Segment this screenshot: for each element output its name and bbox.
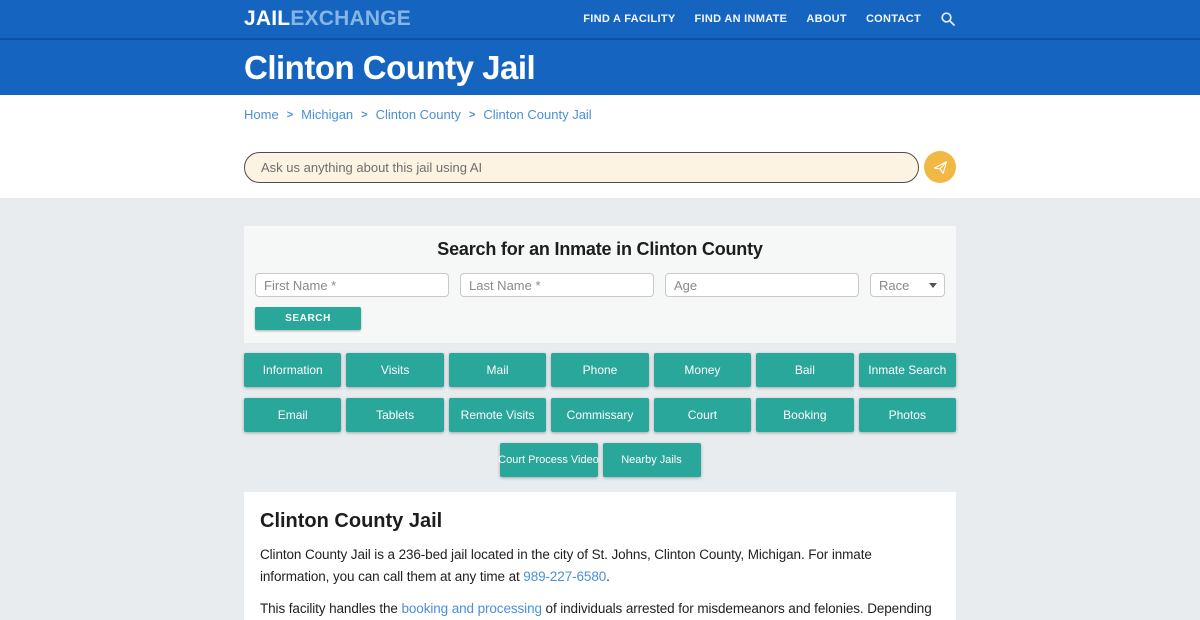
nav-find-a-facility[interactable]: FIND A FACILITY bbox=[583, 13, 676, 25]
quick-link-bail[interactable]: Bail bbox=[756, 353, 854, 387]
chevron-right-icon: > bbox=[361, 108, 368, 121]
last-name-input[interactable] bbox=[460, 273, 654, 297]
logo-part-jail: JAIL bbox=[244, 7, 291, 30]
breadcrumb-michigan[interactable]: Michigan bbox=[301, 107, 354, 122]
inmate-search-submit-button[interactable]: SEARCH bbox=[255, 307, 361, 330]
age-input[interactable] bbox=[665, 273, 859, 297]
quick-link-information[interactable]: Information bbox=[244, 353, 342, 387]
about-paragraph-1: Clinton County Jail is a 236-bed jail lo… bbox=[260, 544, 940, 587]
quick-link-photos[interactable]: Photos bbox=[858, 398, 956, 432]
first-name-input[interactable] bbox=[255, 273, 449, 297]
about-panel: Clinton County Jail Clinton County Jail … bbox=[244, 492, 956, 620]
quick-link-phone[interactable]: Phone bbox=[551, 353, 649, 387]
logo-part-exchange: EXCHANGE bbox=[290, 7, 411, 30]
quick-link-court-process-video[interactable]: Court Process Video bbox=[498, 443, 599, 477]
about-p1-end: . bbox=[606, 568, 610, 584]
quick-link-visits[interactable]: Visits bbox=[346, 353, 444, 387]
breadcrumb-clinton-county-jail[interactable]: Clinton County Jail bbox=[483, 107, 592, 122]
chevron-right-icon: > bbox=[286, 108, 294, 121]
quick-links-grid: Information Visits Mail Phone Money Bail… bbox=[244, 353, 956, 432]
paper-plane-icon bbox=[932, 159, 949, 176]
nav-find-an-inmate[interactable]: FIND AN INMATE bbox=[694, 13, 788, 25]
quick-link-commissary[interactable]: Commissary bbox=[551, 398, 649, 432]
quick-link-inmate-search[interactable]: Inmate Search bbox=[858, 353, 956, 387]
inmate-search-title: Search for an Inmate in Clinton County bbox=[437, 239, 763, 259]
search-icon[interactable] bbox=[940, 11, 956, 27]
breadcrumb: Home > Michigan > Clinton County > Clint… bbox=[244, 107, 956, 122]
quick-link-court[interactable]: Court bbox=[653, 398, 752, 432]
booking-and-processing-link[interactable]: booking and processing bbox=[401, 601, 542, 617]
about-p2-mid1: of individuals arrested for misdemeanors… bbox=[545, 601, 932, 617]
top-header: JAILEXCHANGE FIND A FACILITY FIND AN INM… bbox=[0, 0, 1200, 40]
phone-number-link[interactable]: 989-227-6580 bbox=[523, 568, 607, 584]
about-heading: Clinton County Jail bbox=[260, 510, 443, 532]
quick-link-tablets[interactable]: Tablets bbox=[346, 398, 444, 432]
page-banner: Clinton County Jail bbox=[0, 40, 1200, 95]
top-nav: FIND A FACILITY FIND AN INMATE ABOUT CON… bbox=[583, 11, 956, 27]
about-p2-start: This facility handles the bbox=[260, 601, 402, 617]
page-title: Clinton County Jail bbox=[244, 48, 536, 86]
quick-link-booking[interactable]: Booking bbox=[756, 398, 854, 432]
quick-link-remote-visits[interactable]: Remote Visits bbox=[448, 398, 547, 432]
quick-link-email[interactable]: Email bbox=[244, 398, 342, 432]
nav-about[interactable]: ABOUT bbox=[806, 13, 847, 25]
breadcrumb-clinton-county[interactable]: Clinton County bbox=[375, 107, 461, 122]
ai-send-button[interactable] bbox=[924, 151, 956, 183]
about-paragraph-2: This facility handles the booking and pr… bbox=[260, 598, 940, 620]
ai-ask-input[interactable] bbox=[244, 151, 919, 183]
inmate-search-panel: Search for an Inmate in Clinton County R… bbox=[244, 226, 956, 343]
breadcrumb-home[interactable]: Home bbox=[244, 107, 279, 122]
quick-links-row3: Court Process Video Nearby Jails bbox=[244, 443, 956, 477]
about-p1-text: Clinton County Jail is a 236-bed jail lo… bbox=[260, 547, 872, 584]
jailexchange-logo[interactable]: JAILEXCHANGE bbox=[244, 7, 411, 31]
race-select[interactable]: Race bbox=[870, 273, 945, 297]
quick-link-nearby-jails[interactable]: Nearby Jails bbox=[602, 443, 701, 477]
chevron-right-icon: > bbox=[468, 108, 476, 121]
nav-contact[interactable]: CONTACT bbox=[865, 13, 921, 25]
quick-link-mail[interactable]: Mail bbox=[448, 353, 547, 387]
quick-link-money[interactable]: Money bbox=[653, 353, 752, 387]
